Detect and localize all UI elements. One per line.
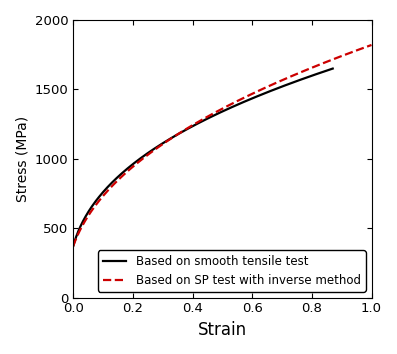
Line: Based on SP test with inverse method: Based on SP test with inverse method — [73, 45, 372, 246]
Based on smooth tensile test — [324, 69, 329, 73]
Y-axis label: Stress (MPa): Stress (MPa) — [15, 116, 29, 202]
Based on smooth tensile test — [71, 244, 75, 249]
X-axis label: Strain: Strain — [198, 321, 247, 339]
Based on smooth tensile test — [225, 107, 230, 111]
Based on SP test with inverse method — [249, 92, 253, 97]
Based on SP test with inverse method — [214, 109, 219, 114]
Based on SP test with inverse method — [71, 244, 75, 249]
Based on smooth tensile test — [283, 83, 288, 87]
Based on SP test with inverse method — [362, 45, 367, 50]
Line: Based on smooth tensile test: Based on smooth tensile test — [73, 69, 333, 246]
Based on SP test with inverse method — [212, 110, 217, 115]
Based on smooth tensile test — [194, 122, 199, 126]
Based on smooth tensile test — [196, 121, 200, 125]
Based on smooth tensile test — [211, 114, 216, 118]
Based on SP test with inverse method — [315, 63, 320, 68]
Based on SP test with inverse method — [232, 100, 237, 104]
Based on smooth tensile test — [330, 67, 335, 71]
Legend: Based on smooth tensile test, Based on SP test with inverse method: Based on smooth tensile test, Based on S… — [98, 250, 366, 292]
Based on SP test with inverse method — [369, 43, 374, 47]
